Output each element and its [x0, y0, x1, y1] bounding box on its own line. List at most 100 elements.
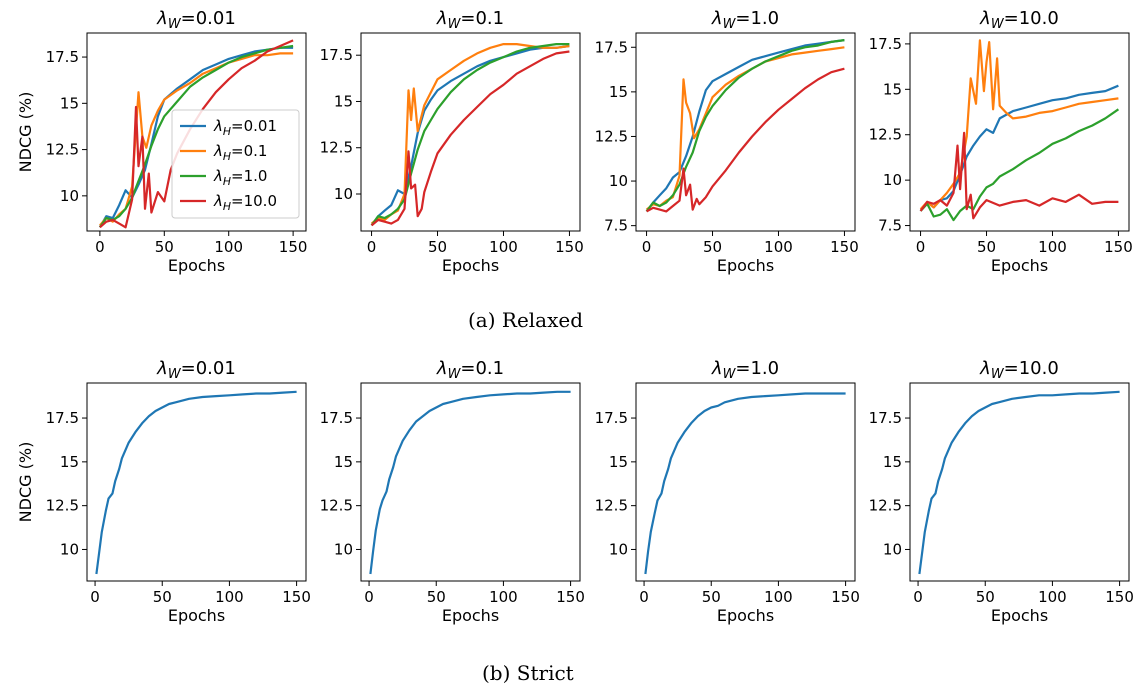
series-line-3: [646, 67, 845, 213]
series-line-2: [919, 108, 1120, 222]
chart-panel-7: λW=10.0 0 50 100 150 10 12.5 15 17.5 Epochs: [869, 358, 1134, 625]
y-tick-label: 17.5: [595, 38, 628, 56]
x-tick-label: 100: [215, 588, 244, 606]
series-line-1: [919, 39, 1119, 210]
x-tick-label: 0: [90, 588, 100, 606]
y-tick-label: 17.5: [46, 409, 79, 427]
plot-area: [370, 42, 570, 227]
x-tick-label: 150: [1105, 588, 1134, 606]
x-tick-label: 150: [1104, 238, 1133, 256]
panel-title: λW=1.0: [711, 358, 779, 382]
panel-title: λW=10.0: [979, 8, 1059, 32]
x-tick-label: 150: [555, 238, 584, 256]
x-axis-label: Epochs: [168, 606, 225, 625]
y-tick-label: 15: [60, 453, 79, 471]
x-tick-label: 0: [913, 588, 923, 606]
chart-panel-6: λW=1.0 0 50 100 150 10 12.5 15 17.5 Epochs: [595, 358, 860, 625]
series-line-2: [98, 44, 294, 228]
y-axis-label: NDCG (%): [16, 92, 35, 173]
chart-panel-3: λW=10.0 0 50 100 150 7.5 10 12.5 15 17.5 Epochs: [869, 8, 1133, 275]
chart-panel-0: λW=0.01 0 50 100 150 10 12.5 15 17.5 Epochs NDCG (…: [16, 8, 307, 275]
plot-area: [918, 390, 1120, 575]
x-tick-label: 150: [556, 588, 585, 606]
axes-frame: [909, 32, 1130, 232]
y-tick-label: 12.5: [46, 497, 79, 515]
y-tick-label: 12.5: [46, 141, 79, 159]
x-tick-label: 0: [364, 588, 374, 606]
panel-title: λW=10.0: [979, 358, 1059, 382]
plot-area: [645, 39, 845, 213]
plot-area: [644, 392, 846, 575]
series-line-0: [644, 392, 846, 575]
y-tick-label: 15: [609, 453, 628, 471]
x-tick-label: 50: [155, 238, 174, 256]
x-tick-label: 50: [977, 238, 996, 256]
x-tick-label: 150: [279, 238, 308, 256]
x-tick-label: 50: [976, 588, 995, 606]
x-tick-label: 100: [1038, 238, 1067, 256]
panel-title: λW=0.01: [156, 8, 236, 32]
series-line-1: [645, 46, 845, 211]
panel-title: λW=0.1: [436, 8, 504, 32]
series-line-3: [370, 50, 570, 227]
y-tick-label: 12.5: [869, 497, 902, 515]
caption-strict: (b) Strict: [482, 661, 574, 685]
legend: λH=0.01 λH=0.1 λH=1.0 λH=10.0: [171, 109, 300, 219]
x-tick-label: 50: [702, 588, 721, 606]
x-tick-label: 50: [153, 588, 172, 606]
y-tick-label: 15: [60, 94, 79, 112]
y-tick-label: 7.5: [878, 217, 902, 235]
x-tick-label: 0: [639, 588, 649, 606]
caption-relaxed: (a) Relaxed: [468, 308, 583, 332]
y-tick-label: 10: [334, 185, 353, 203]
x-axis-label: Epochs: [991, 606, 1048, 625]
axes-frame: [635, 32, 856, 232]
y-tick-label: 10: [60, 187, 79, 205]
x-tick-label: 50: [428, 238, 447, 256]
y-tick-label: 10: [60, 540, 79, 558]
axes-frame: [86, 382, 307, 582]
legend-label: λH=10.0: [213, 192, 277, 213]
x-tick-label: 0: [95, 238, 105, 256]
legend-label: λH=0.01: [213, 117, 277, 138]
series-line-0: [370, 44, 570, 227]
y-tick-label: 12.5: [595, 127, 628, 145]
y-tick-label: 12.5: [320, 497, 353, 515]
x-tick-label: 100: [764, 588, 793, 606]
x-axis-label: Epochs: [991, 256, 1048, 275]
legend-box: [171, 109, 300, 219]
series-line-3: [919, 131, 1119, 220]
x-tick-label: 0: [642, 238, 652, 256]
series-line-0: [645, 39, 845, 213]
y-tick-label: 10: [334, 540, 353, 558]
axes-frame: [86, 32, 307, 232]
axes-frame: [909, 382, 1130, 582]
x-tick-label: 100: [214, 238, 243, 256]
x-tick-label: 100: [1038, 588, 1067, 606]
y-tick-label: 15: [334, 92, 353, 110]
series-line-2: [645, 39, 845, 213]
chart-panel-1: λW=0.1 0 50 100 150 10 12.5 15 17.5 Epochs: [320, 8, 584, 275]
x-tick-label: 100: [764, 238, 793, 256]
plot-area: [98, 39, 294, 229]
x-tick-label: 0: [916, 238, 926, 256]
y-tick-label: 17.5: [595, 409, 628, 427]
panel-title: λW=0.01: [156, 358, 236, 382]
y-tick-label: 12.5: [869, 126, 902, 144]
x-tick-label: 0: [367, 238, 377, 256]
axes-frame: [635, 382, 856, 582]
panel-title: λW=0.1: [436, 358, 504, 382]
x-tick-label: 100: [489, 238, 518, 256]
y-tick-label: 10: [609, 540, 628, 558]
y-tick-label: 10: [609, 172, 628, 190]
x-tick-label: 50: [703, 238, 722, 256]
chart-panel-5: λW=0.1 0 50 100 150 10 12.5 15 17.5 Epochs: [320, 358, 585, 625]
plot-area: [369, 390, 571, 575]
y-tick-label: 17.5: [46, 48, 79, 66]
x-axis-label: Epochs: [442, 256, 499, 275]
x-tick-label: 150: [830, 238, 859, 256]
y-tick-label: 10: [883, 540, 902, 558]
y-tick-label: 12.5: [320, 139, 353, 157]
